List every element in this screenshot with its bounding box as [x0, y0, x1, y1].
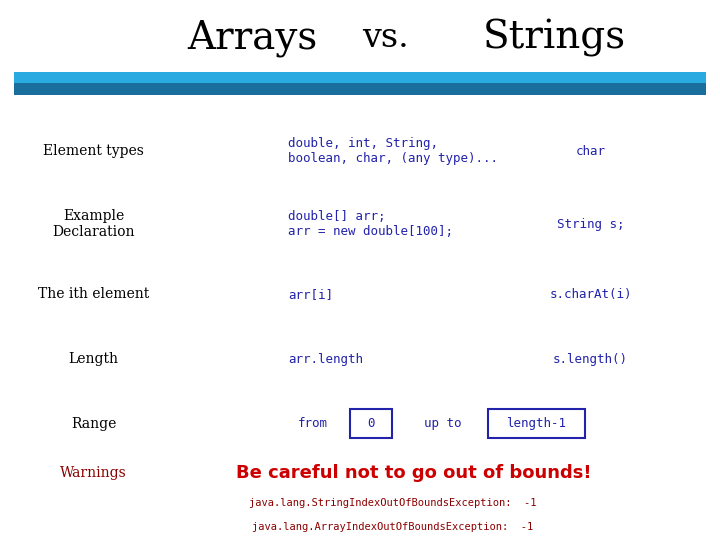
Text: 0: 0	[367, 417, 374, 430]
Text: vs.: vs.	[362, 22, 408, 54]
Text: double, int, String,
boolean, char, (any type)...: double, int, String, boolean, char, (any…	[288, 137, 498, 165]
Text: Arrays: Arrays	[187, 19, 317, 57]
Bar	[14, 83, 706, 94]
Text: s.charAt(i): s.charAt(i)	[549, 288, 631, 301]
Text: arr.length: arr.length	[288, 353, 363, 366]
Text: double[] arr;
arr = new double[100];: double[] arr; arr = new double[100];	[288, 210, 453, 238]
Text: Example
Declaration: Example Declaration	[53, 209, 135, 239]
Text: Length: Length	[68, 352, 119, 366]
Text: length-1: length-1	[506, 417, 567, 430]
Text: Be careful not to go out of bounds!: Be careful not to go out of bounds!	[236, 463, 592, 482]
Text: up to: up to	[424, 417, 462, 430]
Text: Range: Range	[71, 417, 117, 431]
Text: java.lang.ArrayIndexOutOfBoundsException:  -1: java.lang.ArrayIndexOutOfBoundsException…	[252, 522, 533, 531]
Bar	[14, 72, 706, 84]
Text: The ith element: The ith element	[38, 287, 149, 301]
Text: Warnings: Warnings	[60, 465, 127, 480]
Text: String s;: String s;	[557, 218, 624, 231]
Text: from: from	[298, 417, 328, 430]
Text: s.length(): s.length()	[553, 353, 628, 366]
FancyBboxPatch shape	[350, 409, 392, 438]
FancyBboxPatch shape	[488, 409, 585, 438]
Text: Strings: Strings	[483, 19, 626, 57]
Text: java.lang.StringIndexOutOfBoundsException:  -1: java.lang.StringIndexOutOfBoundsExceptio…	[248, 498, 536, 508]
Text: arr[i]: arr[i]	[288, 288, 333, 301]
Text: char: char	[575, 145, 606, 158]
Text: Element types: Element types	[43, 144, 144, 158]
